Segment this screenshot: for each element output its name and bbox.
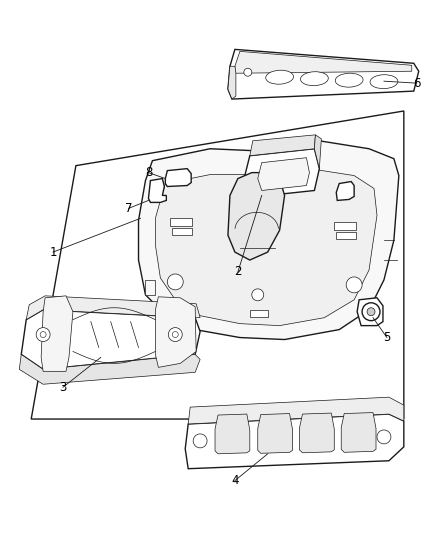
Polygon shape xyxy=(234,51,411,73)
Polygon shape xyxy=(227,66,235,99)
Polygon shape xyxy=(148,179,166,203)
Text: 4: 4 xyxy=(231,474,238,487)
Circle shape xyxy=(168,328,182,342)
Polygon shape xyxy=(314,135,321,168)
Polygon shape xyxy=(336,182,353,200)
Polygon shape xyxy=(244,149,318,197)
Polygon shape xyxy=(138,141,398,340)
Circle shape xyxy=(36,328,50,342)
Circle shape xyxy=(243,68,251,76)
Circle shape xyxy=(361,303,379,321)
Polygon shape xyxy=(356,298,382,326)
Polygon shape xyxy=(26,296,200,320)
Polygon shape xyxy=(215,414,249,454)
Text: 8: 8 xyxy=(145,166,152,179)
Ellipse shape xyxy=(369,75,397,88)
Polygon shape xyxy=(155,297,196,367)
Polygon shape xyxy=(165,168,191,187)
Circle shape xyxy=(167,274,183,290)
Ellipse shape xyxy=(335,73,362,87)
Polygon shape xyxy=(340,413,375,453)
Polygon shape xyxy=(145,280,155,295)
Circle shape xyxy=(251,289,263,301)
Polygon shape xyxy=(249,135,314,156)
Text: 6: 6 xyxy=(412,77,420,90)
Ellipse shape xyxy=(265,70,293,84)
Circle shape xyxy=(193,434,207,448)
Bar xyxy=(249,310,267,317)
Polygon shape xyxy=(31,111,403,419)
Ellipse shape xyxy=(300,72,328,86)
Text: 1: 1 xyxy=(49,246,57,259)
Polygon shape xyxy=(188,397,403,424)
Polygon shape xyxy=(19,354,200,384)
Circle shape xyxy=(376,430,390,444)
Bar xyxy=(333,222,355,230)
Bar xyxy=(170,219,192,226)
Circle shape xyxy=(346,277,361,293)
Circle shape xyxy=(40,332,46,337)
Bar xyxy=(172,228,192,235)
Text: 5: 5 xyxy=(382,331,390,344)
Polygon shape xyxy=(21,310,200,369)
Text: 2: 2 xyxy=(233,265,241,278)
Polygon shape xyxy=(257,414,292,453)
Text: 3: 3 xyxy=(59,381,67,394)
Polygon shape xyxy=(41,296,73,372)
Circle shape xyxy=(366,308,374,316)
Polygon shape xyxy=(227,173,284,260)
Text: 7: 7 xyxy=(124,202,132,215)
Polygon shape xyxy=(185,414,403,469)
Polygon shape xyxy=(299,413,333,453)
Polygon shape xyxy=(257,158,309,190)
Polygon shape xyxy=(155,168,376,326)
Circle shape xyxy=(172,332,178,337)
Bar xyxy=(336,232,355,239)
Polygon shape xyxy=(227,50,418,99)
